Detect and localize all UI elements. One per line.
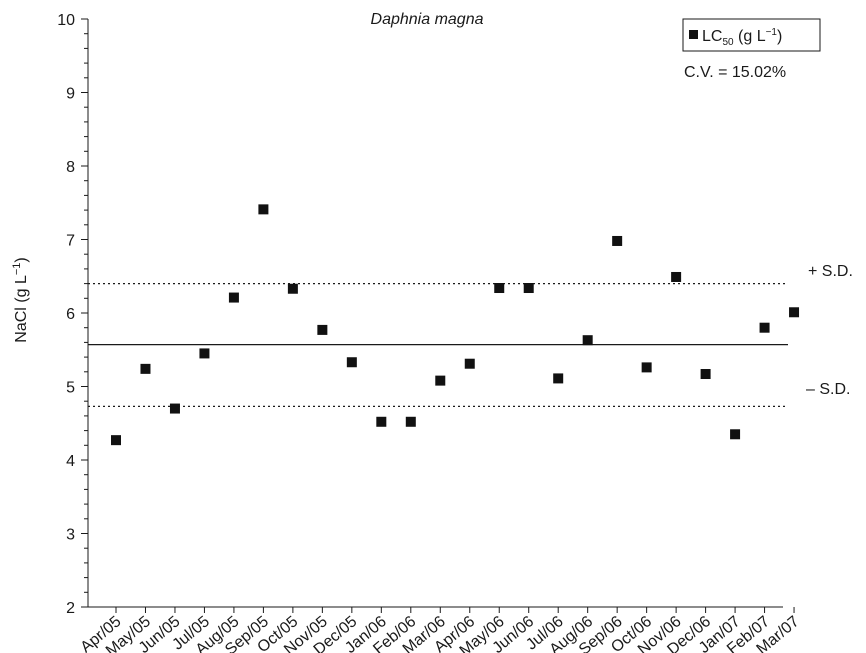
data-point: [140, 363, 151, 374]
y-axis-ticks: 2 3 4 5 6 7 8 9 10: [57, 12, 88, 617]
legend-label-sub: 50: [722, 37, 734, 48]
data-point: [464, 358, 475, 369]
y-axis-title-sup: −1: [11, 263, 23, 276]
y-tick-label: 6: [66, 306, 75, 323]
data-point: [228, 292, 239, 303]
data-point: [169, 403, 180, 414]
y-axis-title-main: NaCl (g L: [13, 275, 30, 343]
legend-label-sup: −1: [766, 27, 778, 38]
data-point: [494, 283, 505, 294]
data-point: [405, 416, 416, 427]
minus-sd-label: – S.D.: [806, 381, 850, 398]
y-tick-label: 8: [66, 159, 75, 176]
data-point: [700, 369, 711, 380]
chart-title: Daphnia magna: [371, 11, 484, 28]
data-point: [111, 435, 121, 446]
data-point: [376, 416, 387, 427]
legend-label: LC50 (g L−1): [702, 27, 782, 48]
data-point: [759, 322, 770, 333]
data-point: [671, 271, 682, 282]
data-point: [258, 204, 269, 215]
y-tick-label: 9: [66, 86, 75, 103]
data-point: [199, 348, 210, 359]
y-tick-label: 4: [66, 453, 75, 470]
y-tick-label: 3: [66, 527, 75, 544]
plus-sd-label: + S.D.: [808, 263, 853, 280]
data-point: [435, 375, 446, 386]
legend-label-rest: (g L: [734, 28, 766, 45]
legend: LC50 (g L−1): [682, 18, 821, 52]
cv-annotation: C.V. = 15.02%: [684, 64, 786, 81]
y-tick-label: 5: [66, 380, 75, 397]
legend-marker: [689, 30, 698, 39]
y-tick-label: 7: [66, 233, 75, 250]
y-tick-label: 2: [66, 600, 75, 617]
data-points: [111, 204, 800, 446]
data-point: [641, 362, 652, 373]
data-point: [317, 324, 328, 335]
data-point: [523, 283, 534, 294]
y-axis-title-close: ): [13, 257, 30, 262]
data-point: [582, 335, 593, 346]
axes: [87, 19, 783, 608]
legend-label-main: LC: [702, 28, 722, 45]
legend-box: [682, 18, 821, 52]
legend-label-close: ): [777, 28, 782, 45]
data-point: [612, 235, 623, 246]
data-point: [346, 357, 357, 368]
data-point: [287, 283, 298, 294]
y-axis-title: NaCl (g L−1): [11, 257, 30, 342]
x-axis-ticks: Apr/05May/05Jun/05Jul/05Aug/05Sep/05Oct/…: [78, 607, 803, 653]
data-point: [553, 373, 564, 384]
data-point: [730, 429, 741, 440]
data-point: [789, 307, 800, 318]
reference-lines: [88, 283, 788, 407]
y-tick-label: 10: [57, 12, 75, 29]
